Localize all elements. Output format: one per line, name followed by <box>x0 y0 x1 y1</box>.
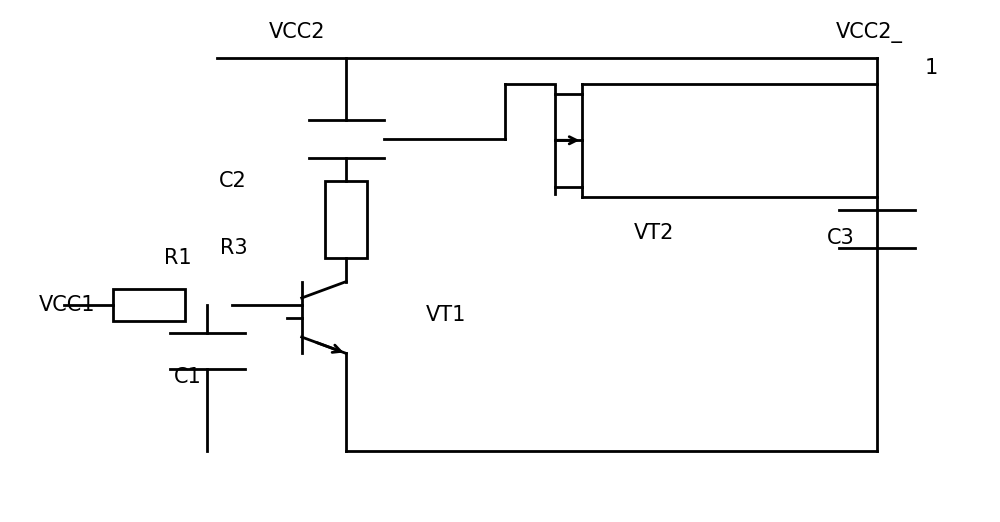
Text: C2: C2 <box>219 171 247 192</box>
Bar <box>325 181 367 258</box>
Text: VT1: VT1 <box>426 305 466 325</box>
Text: VT2: VT2 <box>634 223 674 243</box>
Text: R1: R1 <box>164 248 192 268</box>
Text: VCC1: VCC1 <box>39 294 95 315</box>
Text: R3: R3 <box>220 238 247 258</box>
Text: 1: 1 <box>925 58 938 78</box>
Text: C3: C3 <box>827 228 855 248</box>
Bar <box>113 289 185 321</box>
Text: VCC2: VCC2 <box>268 22 325 42</box>
Text: VCC2_: VCC2_ <box>835 22 902 43</box>
Text: C1: C1 <box>174 366 202 387</box>
